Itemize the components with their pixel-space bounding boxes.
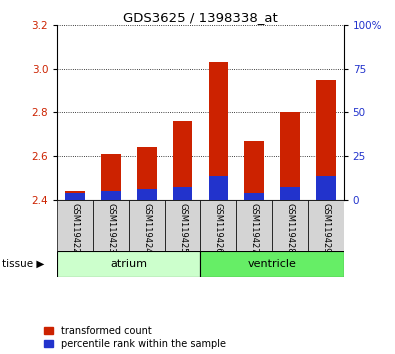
Bar [209,176,228,200]
Text: GSM119426: GSM119426 [214,202,223,253]
Bar [245,141,264,200]
Bar [137,147,156,200]
Bar [173,121,192,200]
Bar [101,154,121,200]
FancyBboxPatch shape [129,200,165,251]
Text: GSM119424: GSM119424 [142,202,151,253]
Bar [101,191,121,200]
FancyBboxPatch shape [308,200,344,251]
Bar [280,187,300,200]
Text: ventricle: ventricle [248,259,297,269]
Bar [316,176,336,200]
Title: GDS3625 / 1398338_at: GDS3625 / 1398338_at [123,11,278,24]
FancyBboxPatch shape [93,200,129,251]
FancyBboxPatch shape [57,200,93,251]
Bar [65,191,85,200]
Bar [316,80,336,200]
Legend: transformed count, percentile rank within the sample: transformed count, percentile rank withi… [44,326,226,349]
Text: GSM119423: GSM119423 [107,202,115,253]
FancyBboxPatch shape [165,200,201,251]
Bar [245,193,264,200]
Bar [173,187,192,200]
Text: atrium: atrium [110,259,147,269]
FancyBboxPatch shape [272,200,308,251]
Bar [280,113,300,200]
Bar [57,251,201,277]
Text: GSM119427: GSM119427 [250,202,259,253]
Bar [137,189,156,200]
Bar [209,62,228,200]
Bar [65,193,85,200]
Text: GSM119428: GSM119428 [286,202,294,253]
Text: GSM119425: GSM119425 [178,202,187,253]
FancyBboxPatch shape [236,200,272,251]
Text: tissue ▶: tissue ▶ [2,259,44,269]
Text: GSM119429: GSM119429 [321,202,330,253]
Bar [201,251,344,277]
Text: GSM119422: GSM119422 [71,202,80,253]
FancyBboxPatch shape [201,200,236,251]
